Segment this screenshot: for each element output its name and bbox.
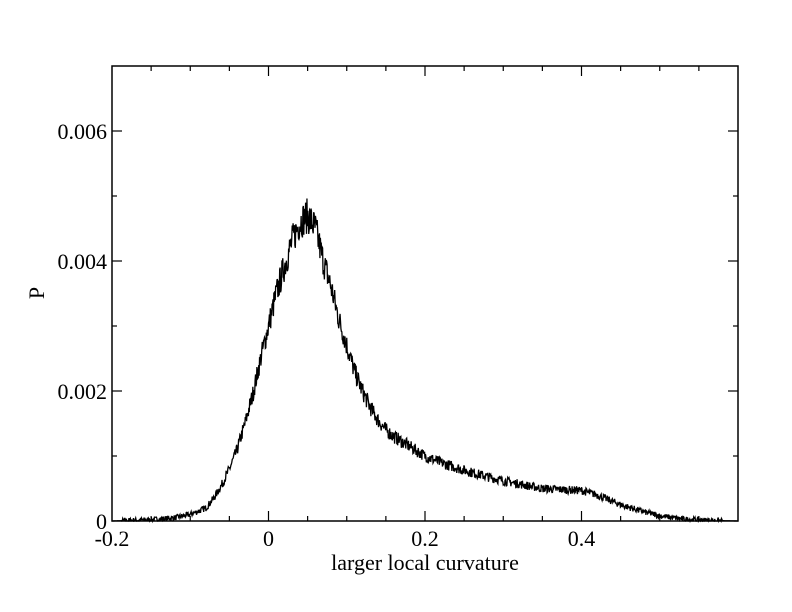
y-tick-label: 0.004 [58,249,108,274]
x-axis-label: larger local curvature [331,550,519,575]
axis-ticks [112,66,738,521]
x-tick-label: 0 [263,526,274,551]
y-axis-label: P [24,287,49,299]
series-line [111,198,739,524]
x-tick-label: -0.2 [95,526,130,551]
y-tick-label: 0.006 [58,119,108,144]
x-tick-label: 0.2 [411,526,439,551]
plot-frame [111,65,739,522]
y-tick-label: 0.002 [58,379,108,404]
y-tick-label: 0 [96,509,107,534]
x-tick-label: 0.4 [568,526,596,551]
